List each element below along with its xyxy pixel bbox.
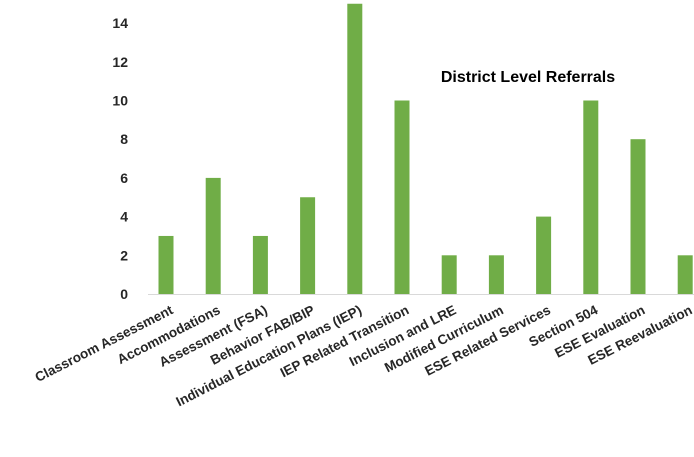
- bar: [677, 255, 693, 294]
- bar: [347, 3, 363, 294]
- bar: [300, 197, 316, 294]
- y-tick-label: 4: [120, 209, 128, 225]
- bars: [158, 3, 693, 294]
- bar: [252, 235, 268, 294]
- y-tick-label: 12: [112, 54, 128, 70]
- y-tick-label: 10: [112, 93, 128, 109]
- bar: [158, 235, 174, 294]
- bar: [441, 255, 457, 294]
- y-tick-label: 2: [120, 247, 128, 263]
- chart-title: District Level Referrals: [441, 69, 615, 86]
- bar: [488, 255, 504, 294]
- y-axis-ticks: 0 2 4 6 8 10 12 14: [112, 15, 128, 302]
- bar: [583, 100, 599, 294]
- y-tick-label: 0: [120, 286, 128, 302]
- y-tick-label: 6: [120, 170, 128, 186]
- y-tick-label: 14: [112, 15, 128, 31]
- x-axis-labels: Classroom AssessmentAccommodationsAssess…: [33, 302, 694, 409]
- bar: [630, 139, 646, 294]
- bar: [205, 177, 221, 294]
- y-tick-label: 8: [120, 131, 128, 147]
- bar: [394, 100, 410, 294]
- bar: [536, 216, 552, 294]
